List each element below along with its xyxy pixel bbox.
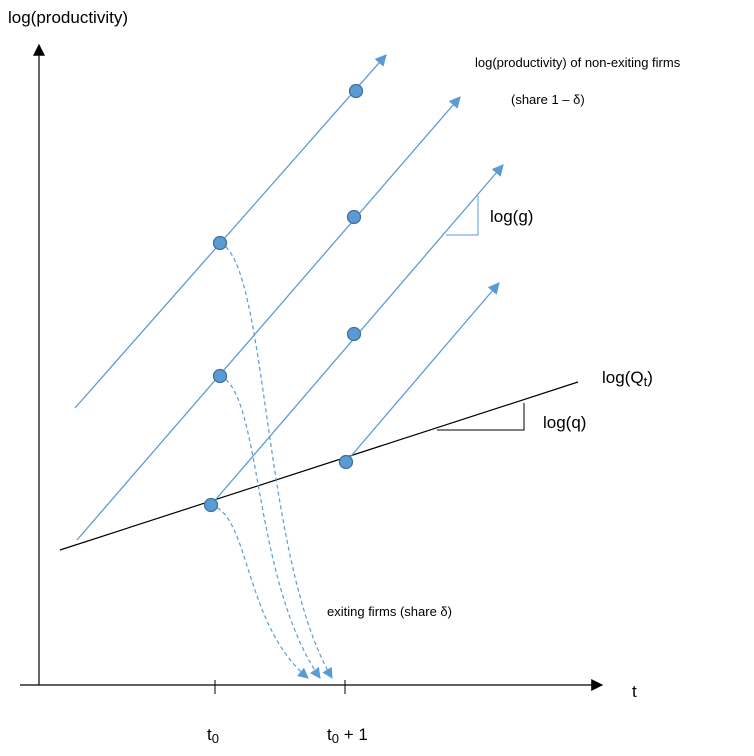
frontier-label: log(Qt)	[602, 368, 653, 389]
trajectory-line-1	[74, 54, 387, 409]
trajectory-line-4	[345, 282, 500, 463]
exit-curve-1	[219, 242, 333, 679]
trajectory-line-2	[76, 96, 461, 541]
x-axis-label: t	[632, 682, 637, 701]
firm-point	[212, 235, 228, 251]
frontier-slope-label: log(q)	[543, 413, 586, 432]
exit-label: exiting firms (share δ)	[327, 604, 452, 619]
y-axis-label: log(productivity)	[8, 8, 128, 27]
tick-t0-label: t0	[207, 725, 219, 746]
growth-slope-triangle	[446, 196, 479, 236]
firm-point	[346, 326, 362, 342]
nonexit-label: log(productivity) of non-exiting firms	[475, 55, 681, 70]
firm-point	[212, 368, 228, 384]
firm-point	[346, 209, 362, 225]
firm-point	[338, 454, 354, 470]
frontier-line	[59, 381, 579, 551]
frontier-slope-triangle	[437, 403, 525, 431]
exit-curve-2	[219, 375, 321, 679]
firm-point	[348, 83, 364, 99]
firm-point	[203, 497, 219, 513]
tick-t0-plus-1-label: t0 + 1	[327, 725, 368, 746]
growth-label: log(g)	[490, 207, 533, 226]
nonexit-share-label: (share 1 – δ)	[511, 92, 585, 107]
exit-curve-3	[210, 504, 309, 679]
